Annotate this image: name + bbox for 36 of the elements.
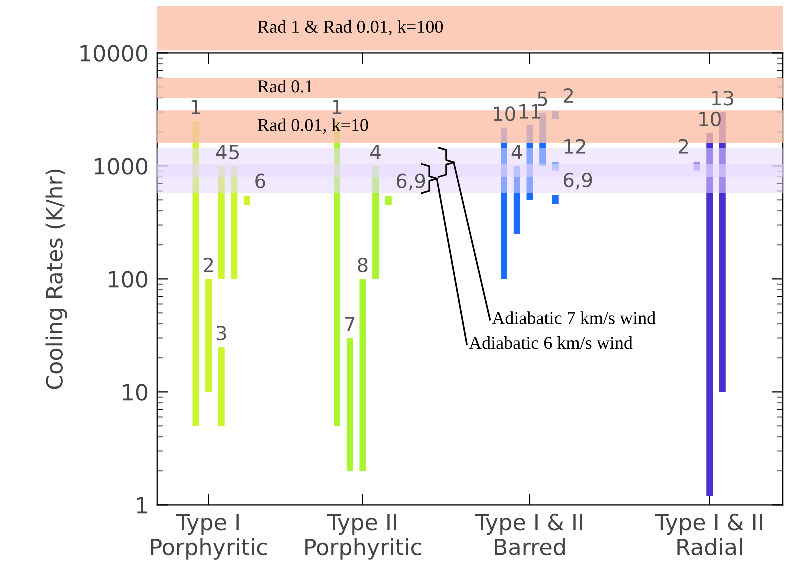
annotation: 4	[512, 145, 522, 160]
annotation: 7	[346, 317, 355, 332]
annotation: 6,9	[564, 172, 592, 190]
annotation: 12	[564, 139, 586, 154]
x-tick-label: Type I & II Barred	[475, 514, 582, 556]
annotation: 6,9	[396, 174, 426, 190]
band-label: Rad 1 & Rad 0.01, k=100	[258, 20, 444, 36]
annotation: 2	[679, 139, 688, 154]
annotation: 5	[538, 92, 548, 106]
x-tick-label: Type I & II Radial	[655, 514, 762, 556]
annotation: 3	[216, 326, 226, 341]
annotation: 11	[520, 104, 541, 119]
y-tick-label: 10	[123, 384, 148, 401]
annotation: 2	[204, 258, 214, 272]
annotation: 13	[712, 91, 734, 106]
band-label: Adiabatic 7 km/s wind	[492, 312, 656, 324]
y-axis-title: Cooling Rates (K/hr)	[46, 170, 68, 390]
annotation: 8	[358, 258, 368, 273]
annotation: 4	[370, 145, 381, 160]
annotation: 6	[256, 174, 266, 188]
y-tick-label: 10000	[80, 45, 148, 62]
band-label: Rad 0.01, k=10	[258, 118, 368, 134]
x-tick-label: Type II Porphyritic	[306, 514, 422, 560]
band-label: Adiabatic 6 km/s wind	[469, 336, 633, 350]
y-tick-label: 1	[137, 497, 148, 514]
band-label: Rad 0.1	[258, 80, 313, 93]
annotation: 4	[216, 145, 227, 160]
annotation: 2	[564, 88, 574, 103]
annotation: 1	[192, 100, 200, 114]
y-tick-label: 1000	[94, 158, 148, 175]
x-tick-label: Type I Porphyritic	[151, 514, 267, 560]
annotation: 10	[700, 112, 721, 127]
annotation: 10	[494, 106, 516, 122]
y-tick-label: 100	[109, 271, 148, 288]
annotation: 1	[333, 100, 342, 114]
annotation: 5	[230, 145, 239, 160]
